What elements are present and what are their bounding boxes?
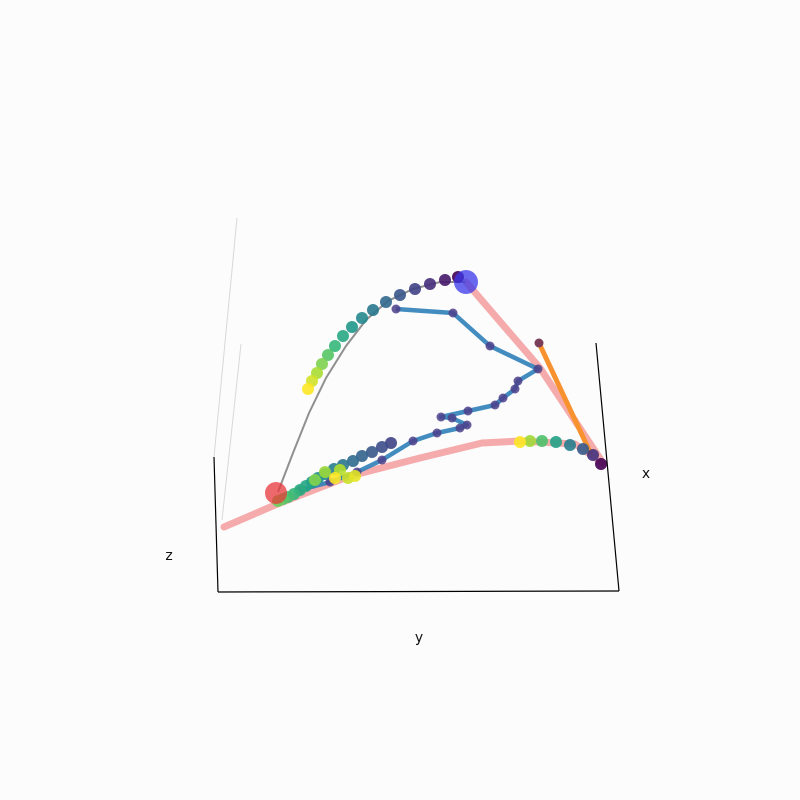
arc-right-point [595, 458, 607, 470]
orange-path-end-marker [534, 338, 544, 348]
arc-top-point [316, 358, 328, 370]
arc-top-point [409, 283, 421, 295]
arc-top-point [380, 296, 392, 308]
cluster-low-point [385, 437, 397, 449]
arc-right-point [524, 435, 536, 447]
blue-path-marker [408, 436, 418, 446]
blue-path-marker [513, 376, 523, 386]
z-axis-label: z [165, 548, 172, 564]
cluster-low-point [356, 450, 368, 462]
arc-right-point [514, 436, 526, 448]
arc-top-point [356, 312, 368, 324]
blue-path-marker [447, 413, 457, 423]
y-axis-line [217, 590, 620, 593]
orange-path-line [536, 340, 593, 455]
blue-path-marker [455, 423, 465, 433]
blue-path-marker [533, 364, 543, 374]
blue-path-marker [490, 400, 500, 410]
x-axis-line [595, 342, 620, 592]
cluster-low-point [329, 472, 341, 484]
arc-right-point [587, 449, 599, 461]
arc-top-point [439, 274, 451, 286]
blue-path-marker [448, 308, 458, 318]
arc-top-point [394, 289, 406, 301]
axes [213, 342, 620, 593]
arc-right-point [564, 439, 576, 451]
axis-panes [213, 217, 242, 521]
blue-path-marker [391, 304, 401, 314]
arc-right-point [577, 443, 589, 455]
blue-path-marker [436, 412, 446, 422]
cluster-low-point [347, 455, 359, 467]
blue-path-marker [432, 428, 442, 438]
arc-top-point [367, 304, 379, 316]
z-axis-line [213, 456, 219, 593]
arc-top-point [337, 330, 349, 342]
cluster-low-point [309, 474, 321, 486]
blue-path-marker [463, 406, 473, 416]
arc-top-point [346, 321, 358, 333]
arc-top-point [302, 383, 314, 395]
blue-path-marker [462, 420, 472, 430]
start-point-marker [265, 482, 287, 504]
pane-edge-mid [221, 343, 242, 521]
blue-path-marker [510, 384, 520, 394]
end-point-marker [454, 270, 478, 294]
x-axis-label: x [642, 466, 650, 482]
arc-top-point [322, 349, 334, 361]
arc-top-point [329, 340, 341, 352]
cluster-low-point [349, 470, 361, 482]
arc-right-point [536, 435, 548, 447]
cluster-low-point [319, 466, 331, 478]
y-axis-label: y [415, 630, 423, 646]
cluster-low-point [366, 446, 378, 458]
trajectory-markers [265, 270, 607, 507]
arc-right-point [550, 436, 562, 448]
pane-edge-left [213, 217, 238, 458]
blue-path-marker [377, 455, 387, 465]
blue-path-marker [485, 341, 495, 351]
cluster-low-point [376, 441, 388, 453]
arc-top-point [424, 278, 436, 290]
blue-path-marker [498, 393, 508, 403]
